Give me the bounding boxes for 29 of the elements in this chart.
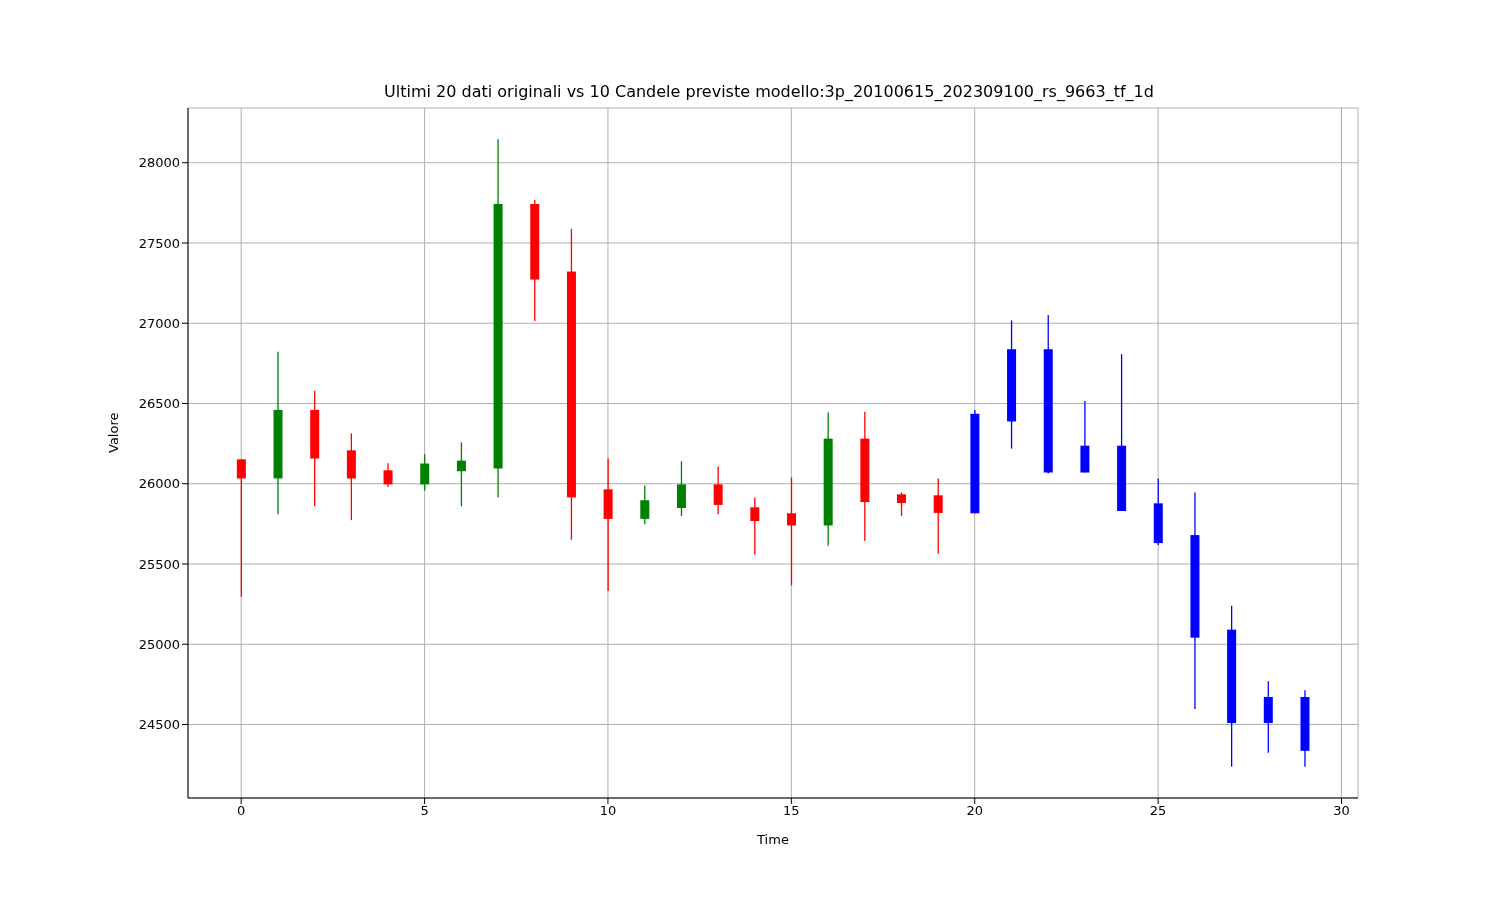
x-tick-label: 25 bbox=[1149, 803, 1167, 819]
y-tick-label: 27000 bbox=[138, 315, 180, 331]
y-axis-title: Valore bbox=[105, 412, 121, 453]
y-tick-label: 28000 bbox=[138, 155, 180, 171]
x-tick-label: 5 bbox=[420, 803, 429, 819]
x-tick-label: 30 bbox=[1333, 803, 1350, 819]
x-tick-label: 10 bbox=[599, 803, 617, 819]
y-tick-label: 25500 bbox=[138, 556, 180, 572]
y-tick-label: 27500 bbox=[138, 235, 180, 251]
candlestick bbox=[750, 496, 760, 556]
x-tick-label: 20 bbox=[966, 803, 983, 819]
candlestick bbox=[787, 476, 796, 587]
candlestick bbox=[713, 465, 723, 515]
y-tick-label: 24500 bbox=[138, 717, 180, 733]
x-tick-label: 0 bbox=[237, 803, 246, 819]
candlestick bbox=[640, 484, 650, 525]
candlestick bbox=[420, 453, 430, 492]
y-tick-label: 25000 bbox=[138, 636, 180, 652]
chart-title: Ultimi 20 dati originali vs 10 Candele previste modello:3p_20100615_202309100_rs_9663_tf_1d bbox=[383, 82, 1155, 101]
candlestick bbox=[676, 460, 686, 517]
x-tick-label: 15 bbox=[783, 803, 800, 819]
x-axis-title: Time bbox=[756, 832, 789, 847]
candlestick bbox=[897, 491, 907, 517]
candlestick bbox=[456, 441, 466, 508]
candlestick bbox=[236, 458, 246, 598]
y-tick-label: 26500 bbox=[138, 396, 180, 412]
y-tick-label: 26000 bbox=[138, 476, 180, 492]
candlestick bbox=[383, 462, 393, 488]
candlestick bbox=[933, 477, 943, 555]
